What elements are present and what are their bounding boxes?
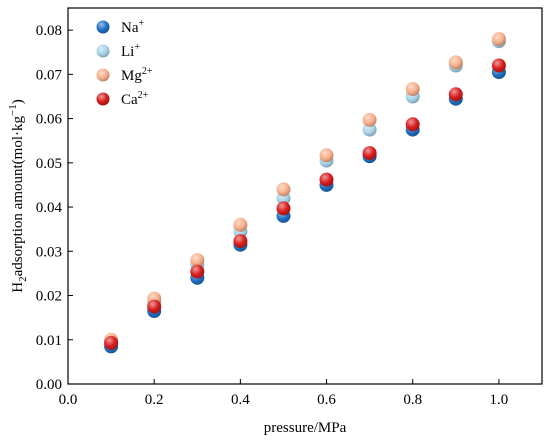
- legend-label-li: Li+: [121, 42, 140, 60]
- y-tick-label: 0.06: [36, 112, 63, 128]
- y-axis-title-prefix: H: [10, 282, 26, 293]
- y-tick-label: 0.03: [36, 244, 62, 260]
- data-point-mg-6: [319, 148, 334, 163]
- legend-marker-mg: [96, 68, 110, 82]
- y-tick-label: 0.07: [36, 67, 63, 83]
- y-axis-title-subscript: 2: [17, 276, 29, 282]
- x-tick-label: 0.4: [231, 392, 250, 408]
- data-point-ca-4: [233, 234, 248, 249]
- x-axis-title: pressure/MPa: [264, 420, 347, 436]
- data-point-li-7: [362, 122, 377, 137]
- legend-ion-name: Li: [121, 44, 134, 60]
- data-point-mg-8: [405, 82, 420, 96]
- data-point-ca-6: [319, 172, 334, 187]
- legend-label-na: Na+: [121, 18, 145, 36]
- legend-marker-na: [96, 20, 110, 34]
- data-point-ca-8: [405, 117, 420, 132]
- legend-ion-name: Mg: [121, 68, 142, 84]
- y-tick-label: 0.08: [36, 23, 62, 39]
- y-tick-label: 0.01: [36, 333, 62, 349]
- legend-ion-charge: 2+: [138, 90, 149, 101]
- data-point-ca-10: [491, 58, 506, 73]
- legend-label-mg: Mg2+: [121, 66, 153, 84]
- legend-ion-charge: +: [134, 42, 140, 53]
- y-axis-title-suffix: ): [10, 99, 26, 104]
- plot-frame: [67, 7, 543, 385]
- legend-ion-charge: +: [139, 18, 145, 29]
- legend-ion-name: Ca: [121, 92, 138, 108]
- data-point-ca-7: [362, 146, 377, 161]
- legend-marker-ca: [96, 92, 110, 106]
- data-point-ca-5: [276, 201, 291, 216]
- legend: Na+Li+Mg2+Ca2+: [96, 18, 153, 108]
- legend-label-ca: Ca2+: [121, 90, 149, 108]
- x-tick-label: 0.6: [317, 392, 336, 408]
- x-tick-label: 0.0: [59, 392, 78, 408]
- axis-ticks: 0.0 0.2 0.4 0.6 0.8 1.0 0.00 0.01 0.02 0.03 0.04 0.…: [36, 23, 509, 408]
- y-axis-title-superscript: −1: [7, 104, 19, 116]
- data-point-mg-5: [276, 182, 291, 197]
- x-tick-label: 0.2: [145, 392, 164, 408]
- data-point-mg-9: [448, 55, 463, 70]
- y-tick-label: 0.04: [36, 200, 63, 216]
- y-axis-title: H2adsorption amount(mol·kg−1): [7, 99, 29, 292]
- data-points: [104, 32, 506, 354]
- data-point-ca-2: [147, 299, 162, 314]
- x-tick-label: 0.8: [403, 392, 422, 408]
- data-point-ca-9: [448, 87, 463, 102]
- y-tick-label: 0.00: [36, 377, 62, 393]
- data-point-mg-4: [233, 217, 248, 232]
- x-tick-label: 1.0: [490, 392, 509, 408]
- legend-ion-charge: 2+: [142, 66, 153, 77]
- y-tick-label: 0.05: [36, 156, 62, 172]
- data-point-mg-3: [190, 253, 205, 268]
- legend-marker-li: [96, 44, 110, 58]
- data-point-ca-3: [190, 264, 205, 279]
- data-point-mg-7: [362, 112, 377, 127]
- y-axis-title-main: adsorption amount(mol·kg: [10, 115, 26, 276]
- data-point-ca-1: [104, 335, 119, 350]
- legend-ion-name: Na: [121, 20, 139, 36]
- data-point-mg-10: [491, 32, 506, 46]
- y-tick-label: 0.02: [36, 289, 62, 305]
